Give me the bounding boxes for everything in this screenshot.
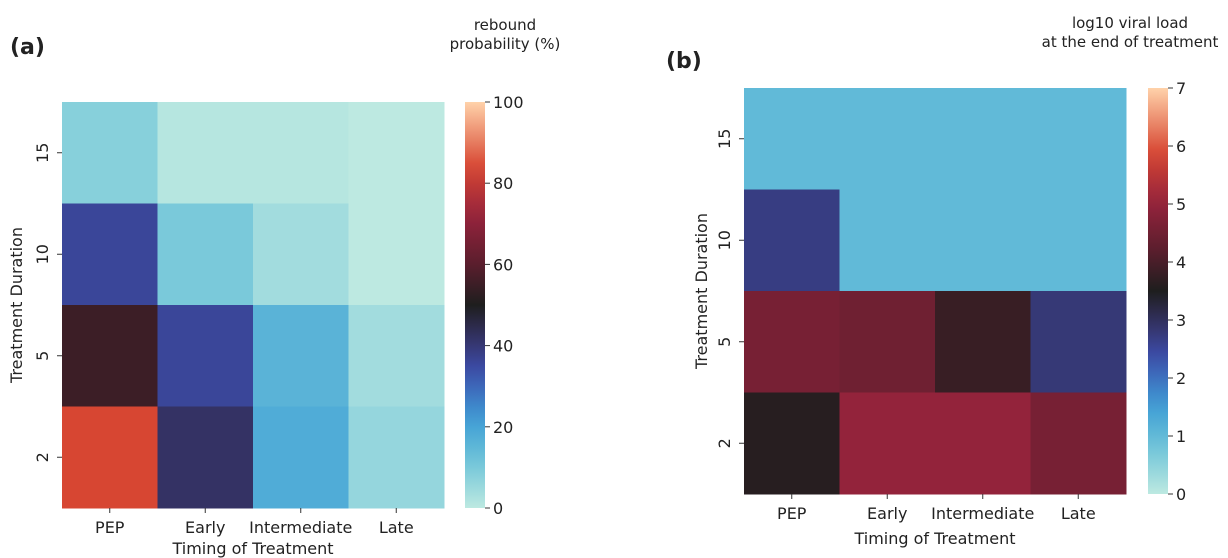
- heatmap-cell-10-late: [348, 203, 445, 306]
- x-axis-label: Timing of Treatment: [171, 539, 333, 558]
- x-tick-label: PEP: [95, 518, 125, 537]
- colorbar-title: probability (%): [450, 35, 561, 53]
- y-tick-label: 15: [715, 129, 734, 149]
- y-tick-label: 15: [33, 143, 52, 163]
- heatmap-cell-2-intermediate: [253, 406, 349, 509]
- y-axis-label: Treatment Duration: [7, 227, 26, 384]
- colorbar: [465, 102, 485, 508]
- heatmap-cell-15-intermediate: [253, 102, 349, 204]
- y-tick-label: 5: [715, 337, 734, 347]
- colorbar-title: rebound: [474, 16, 536, 34]
- y-axis-label: Treatment Duration: [692, 213, 711, 370]
- heatmap-cell-10-pep: [744, 189, 840, 292]
- heatmap-cell-15-pep: [62, 102, 158, 204]
- heatmap-cell-5-intermediate: [253, 305, 349, 407]
- colorbar-tick-label: 7: [1176, 79, 1186, 98]
- heatmap-cell-2-late: [1030, 392, 1127, 495]
- y-tick-label: 2: [715, 438, 734, 448]
- heatmap-cell-15-late: [348, 102, 445, 204]
- colorbar-tick-label: 3: [1176, 311, 1186, 330]
- heatmap-cell-2-early: [157, 406, 254, 509]
- colorbar-tick-label: 80: [493, 174, 513, 193]
- colorbar-title: at the end of treatment: [1042, 33, 1219, 51]
- heatmap-cell-15-pep: [744, 88, 840, 190]
- panel-label: (a): [10, 35, 45, 60]
- heatmap-cell-5-pep: [744, 291, 840, 393]
- heatmap-cell-15-early: [157, 102, 254, 204]
- heatmap-cell-2-early: [839, 392, 936, 495]
- colorbar-tick-label: 0: [493, 499, 503, 518]
- heatmap-cell-5-pep: [62, 305, 158, 407]
- y-tick-label: 10: [715, 230, 734, 250]
- x-tick-label: Late: [1061, 504, 1096, 523]
- colorbar-tick-label: 2: [1176, 369, 1186, 388]
- heatmap-cell-2-pep: [744, 392, 840, 495]
- heatmap-cell-2-intermediate: [935, 392, 1031, 495]
- heatmap-cell-5-intermediate: [935, 291, 1031, 393]
- colorbar-tick-label: 20: [493, 418, 513, 437]
- x-tick-label: PEP: [777, 504, 807, 523]
- heatmap-cell-15-intermediate: [935, 88, 1031, 190]
- panel-b-heatmap: (b)PEP Early Intermediate Late151052Timing …: [666, 14, 1218, 548]
- heatmap-cell-10-late: [1030, 189, 1127, 292]
- heatmap-cell-5-late: [348, 305, 445, 407]
- colorbar-tick-label: 0: [1176, 485, 1186, 504]
- x-tick-label: Intermediate: [931, 504, 1034, 523]
- heatmap-cell-5-late: [1030, 291, 1127, 393]
- colorbar-tick-label: 6: [1176, 137, 1186, 156]
- heatmap-cell-5-early: [839, 291, 936, 393]
- colorbar-tick-label: 40: [493, 337, 513, 356]
- heatmap-cell-2-pep: [62, 406, 158, 509]
- heatmap-cell-15-late: [1030, 88, 1127, 190]
- x-tick-label: Early: [867, 504, 907, 523]
- x-tick-label: Intermediate: [249, 518, 352, 537]
- heatmap-cell-2-late: [348, 406, 445, 509]
- y-tick-label: 2: [33, 452, 52, 462]
- heatmap-cell-10-early: [157, 203, 254, 306]
- heatmap-cell-15-early: [839, 88, 936, 190]
- colorbar-tick-label: 5: [1176, 195, 1186, 214]
- y-tick-label: 10: [33, 244, 52, 264]
- colorbar-tick-label: 100: [493, 93, 524, 112]
- y-tick-label: 5: [33, 351, 52, 361]
- heatmap-cell-10-intermediate: [935, 189, 1031, 292]
- colorbar-tick-label: 60: [493, 255, 513, 274]
- colorbar-title: log10 viral load: [1072, 14, 1188, 32]
- heatmap-cell-10-early: [839, 189, 936, 292]
- heatmap-cell-10-pep: [62, 203, 158, 306]
- colorbar-tick-label: 4: [1176, 253, 1186, 272]
- heatmap-cell-5-early: [157, 305, 254, 407]
- x-tick-label: Late: [379, 518, 414, 537]
- heatmap-cell-10-intermediate: [253, 203, 349, 306]
- colorbar-tick-label: 1: [1176, 427, 1186, 446]
- x-axis-label: Timing of Treatment: [853, 529, 1015, 548]
- panel-label: (b): [666, 49, 702, 74]
- x-tick-label: Early: [185, 518, 225, 537]
- panel-a-heatmap: (a) PEP Early Intermediate Late 15 10 5 2 Timing …: [7, 16, 560, 558]
- colorbar: [1148, 88, 1168, 494]
